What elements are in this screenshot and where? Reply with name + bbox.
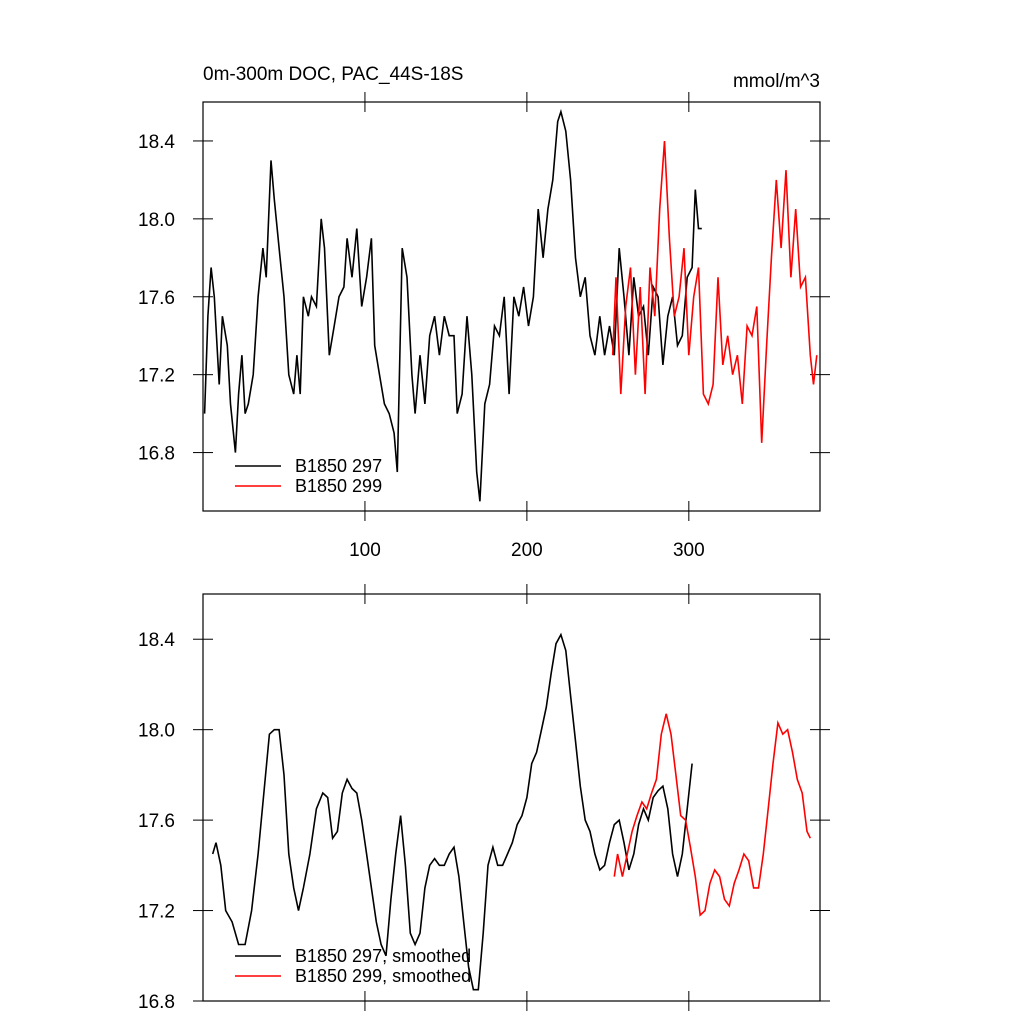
x-tick-label: 200 — [511, 540, 543, 561]
y-tick-label: 18.4 — [138, 630, 175, 651]
y-tick-label: 16.8 — [138, 992, 175, 1013]
y-tick-label: 17.6 — [138, 288, 175, 309]
plot-frame — [202, 101, 821, 512]
series-line — [611, 140, 818, 443]
series-line — [613, 713, 812, 917]
chart-title: 0m-300m DOC, PAC_44S-18S — [203, 64, 463, 85]
series-line — [211, 632, 693, 991]
legend-label: B1850 297, smoothed — [295, 946, 471, 966]
y-tick-label: 17.2 — [138, 902, 175, 923]
legend-label: B1850 299, smoothed — [295, 966, 471, 986]
units-label: mmol/m^3 — [733, 71, 820, 92]
series-line — [203, 108, 702, 502]
x-tick-label: 300 — [673, 540, 705, 561]
plot-frame — [202, 593, 821, 1002]
y-tick-label: 18.0 — [138, 721, 175, 742]
y-tick-label: 18.0 — [138, 210, 175, 231]
y-tick-label: 17.2 — [138, 366, 175, 387]
y-tick-label: 18.4 — [138, 132, 175, 153]
y-tick-label: 16.8 — [138, 444, 175, 465]
legend-label: B1850 297 — [295, 456, 382, 476]
x-tick-label: 100 — [349, 540, 381, 561]
legend-label: B1850 299 — [295, 476, 382, 496]
y-tick-label: 17.6 — [138, 811, 175, 832]
